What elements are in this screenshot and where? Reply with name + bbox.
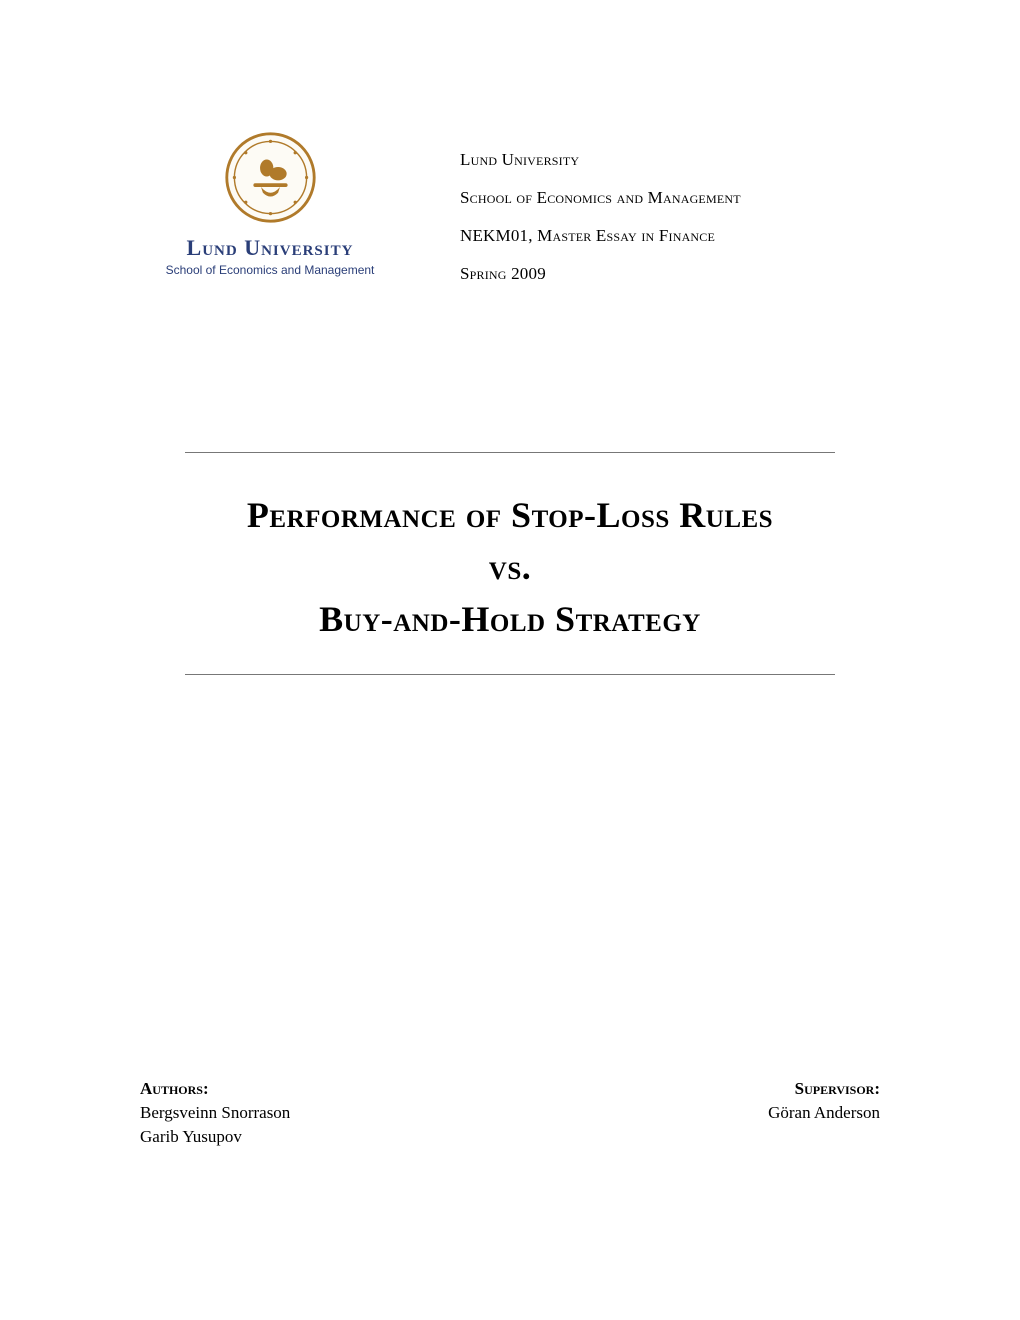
logo-text-sub: School of Economics and Management xyxy=(140,263,400,277)
author-1: Bergsveinn Snorrason xyxy=(140,1101,290,1126)
title-line-3: Buy-and-Hold Strategy xyxy=(319,599,701,639)
authors-label: Authors: xyxy=(140,1079,290,1099)
university-logo-block: Lund University School of Economics and … xyxy=(140,130,400,277)
title-block: Performance of Stop-Loss Rules vs. Buy-a… xyxy=(185,452,835,675)
meta-course: NEKM01, Master Essay in Finance xyxy=(460,226,880,246)
supervisor-block: Supervisor: Göran Anderson xyxy=(768,1079,880,1150)
page: Lund University School of Economics and … xyxy=(0,0,1020,1320)
footer-row: Authors: Bergsveinn Snorrason Garib Yusu… xyxy=(140,1079,880,1150)
authors-block: Authors: Bergsveinn Snorrason Garib Yusu… xyxy=(140,1079,290,1150)
document-meta: Lund University School of Economics and … xyxy=(460,130,880,302)
header-row: Lund University School of Economics and … xyxy=(140,130,880,302)
title-line-2: vs. xyxy=(489,547,531,587)
document-title: Performance of Stop-Loss Rules vs. Buy-a… xyxy=(185,453,835,674)
title-line-1: Performance of Stop-Loss Rules xyxy=(247,495,773,535)
meta-university: Lund University xyxy=(460,150,880,170)
university-seal-icon xyxy=(223,130,318,225)
title-rule-bottom xyxy=(185,674,835,675)
meta-school: School of Economics and Management xyxy=(460,188,880,208)
author-2: Garib Yusupov xyxy=(140,1125,290,1150)
meta-term: Spring 2009 xyxy=(460,264,880,284)
logo-text-main: Lund University xyxy=(140,235,400,261)
supervisor-label: Supervisor: xyxy=(768,1079,880,1099)
supervisor-name: Göran Anderson xyxy=(768,1101,880,1126)
